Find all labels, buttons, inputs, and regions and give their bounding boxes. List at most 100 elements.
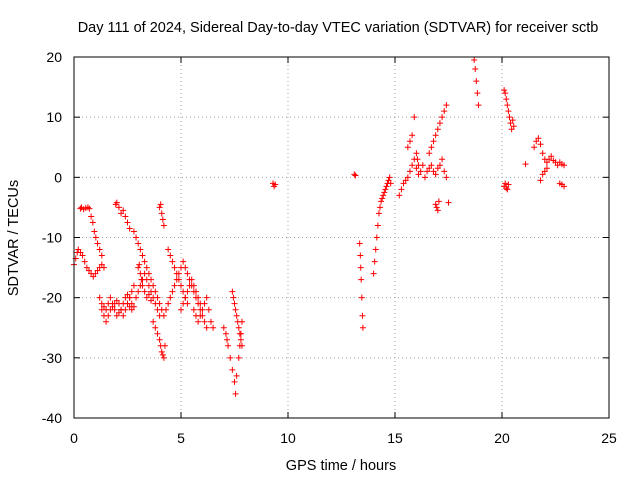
data-point: [375, 210, 382, 217]
data-point: [130, 228, 137, 235]
data-point: [107, 294, 114, 301]
axis-ticks: [73, 56, 610, 419]
data-point: [432, 201, 439, 208]
data-point: [203, 324, 210, 331]
data-point: [145, 270, 152, 277]
data-point: [105, 312, 112, 319]
data-point: [430, 138, 437, 145]
data-point: [159, 351, 166, 358]
data-point: [472, 66, 479, 73]
data-point: [232, 306, 239, 313]
data-point: [414, 156, 421, 163]
data-point: [207, 318, 214, 325]
data-point: [83, 264, 90, 271]
data-point: [230, 294, 237, 301]
data-point: [135, 264, 142, 271]
data-point: [358, 294, 365, 301]
data-point: [190, 306, 197, 313]
data-point: [100, 264, 107, 271]
data-point: [387, 180, 394, 187]
data-point: [505, 181, 512, 188]
data-point: [165, 300, 172, 307]
data-point: [169, 288, 176, 295]
data-point: [400, 180, 407, 187]
x-tick-label: 20: [494, 430, 510, 446]
data-point: [130, 282, 137, 289]
x-tick-label: 0: [70, 430, 78, 446]
data-point: [229, 288, 236, 295]
data-point: [171, 282, 178, 289]
data-point: [386, 174, 393, 181]
data-point: [539, 150, 546, 157]
data-point: [158, 348, 165, 355]
data-point: [430, 168, 437, 175]
data-point: [385, 177, 392, 184]
data-point: [135, 240, 142, 247]
x-tick-label: 10: [280, 430, 296, 446]
data-point: [409, 162, 416, 169]
data-point: [441, 168, 448, 175]
data-point: [443, 174, 450, 181]
data-point: [531, 144, 538, 151]
data-point: [383, 183, 390, 190]
data-point: [471, 57, 478, 64]
data-point: [124, 291, 131, 298]
data-point: [201, 300, 208, 307]
y-tick-label: -30: [42, 350, 62, 366]
data-point: [141, 288, 148, 295]
data-point: [167, 252, 174, 259]
data-point: [188, 276, 195, 283]
x-tick-label: 15: [387, 430, 403, 446]
data-point: [154, 330, 161, 337]
data-point: [133, 234, 140, 241]
data-point: [371, 258, 378, 265]
data-point: [510, 123, 517, 130]
data-point: [233, 372, 240, 379]
data-point: [433, 204, 440, 211]
data-point: [421, 174, 428, 181]
data-point: [75, 246, 82, 253]
data-point: [126, 294, 133, 301]
data-point: [139, 252, 146, 259]
data-point: [136, 261, 143, 268]
data-point: [501, 87, 508, 94]
data-point: [235, 354, 242, 361]
data-point: [81, 258, 88, 265]
data-point: [428, 144, 435, 151]
data-point: [235, 324, 242, 331]
data-point: [378, 198, 385, 205]
data-point: [192, 288, 199, 295]
data-point: [115, 204, 122, 211]
data-point: [133, 294, 140, 301]
data-point: [180, 300, 187, 307]
data-point: [406, 138, 413, 145]
data-point: [377, 204, 384, 211]
data-point: [184, 270, 191, 277]
data-point: [195, 318, 202, 325]
data-point: [156, 300, 163, 307]
data-point: [537, 141, 544, 148]
data-point: [237, 336, 244, 343]
data-point: [436, 162, 443, 169]
data-point: [160, 222, 167, 229]
y-tick-label: 20: [46, 49, 62, 65]
data-point: [441, 108, 448, 115]
data-point: [432, 171, 439, 178]
data-point: [160, 312, 167, 319]
data-point: [113, 297, 120, 304]
data-point: [205, 306, 212, 313]
data-point: [90, 273, 97, 280]
data-point: [171, 264, 178, 271]
data-point: [124, 300, 131, 307]
data-point: [126, 225, 133, 232]
data-point: [100, 303, 107, 310]
data-point: [77, 205, 84, 212]
data-point: [180, 258, 187, 265]
data-point: [77, 249, 84, 256]
data-point: [357, 264, 364, 271]
data-point: [359, 312, 366, 319]
data-point: [351, 171, 358, 178]
data-point: [504, 102, 511, 109]
data-point: [543, 159, 550, 166]
data-point: [138, 276, 145, 283]
